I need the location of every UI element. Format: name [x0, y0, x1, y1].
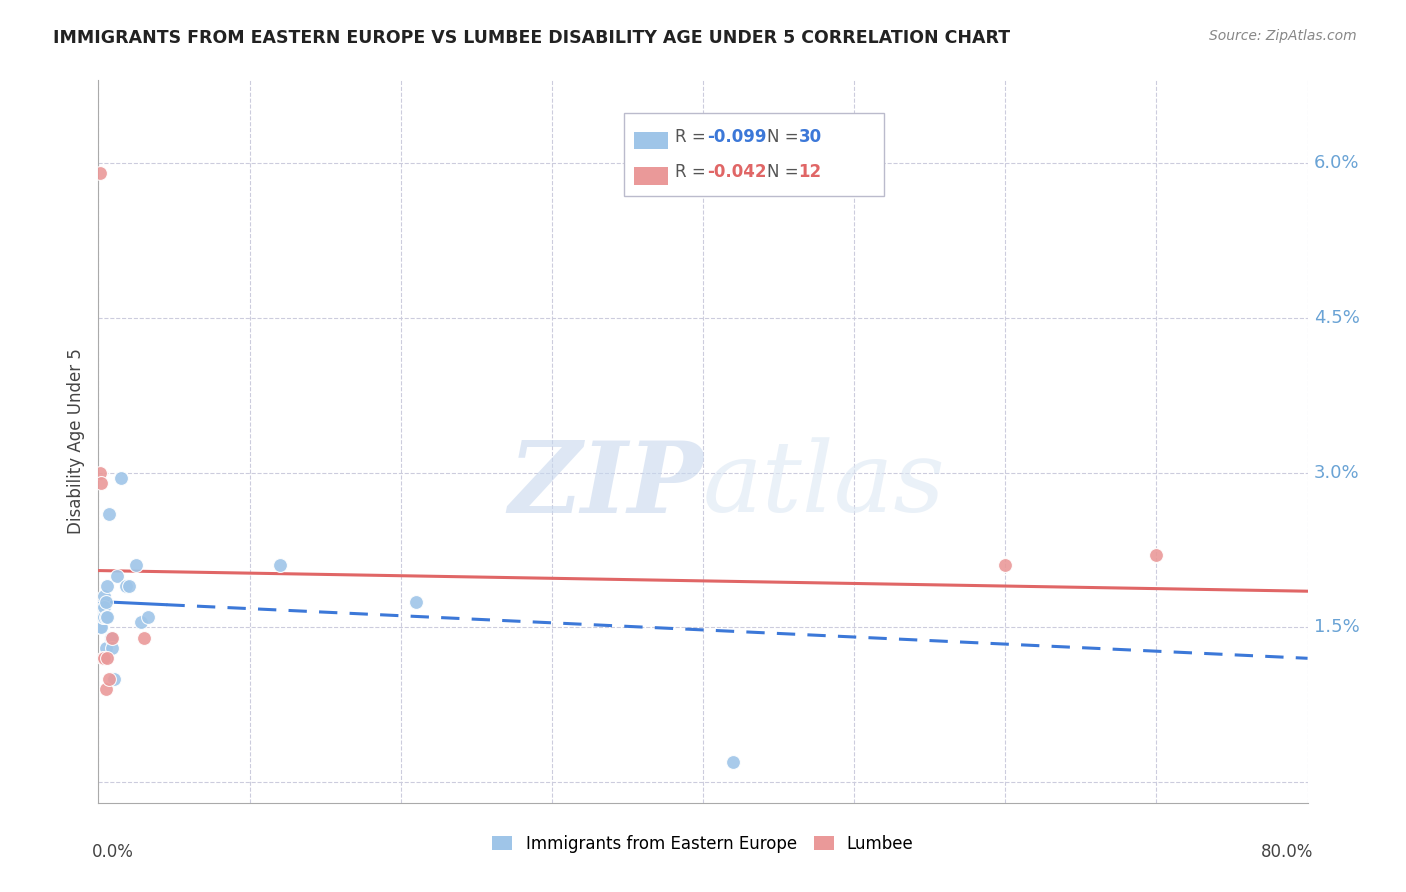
- Text: 80.0%: 80.0%: [1261, 843, 1313, 861]
- Point: [96, 610, 118, 624]
- Point: [90, 599, 112, 614]
- Text: ZIP: ZIP: [508, 437, 703, 533]
- Point: [132, 631, 155, 645]
- Y-axis label: Disability Age Under 5: Disability Age Under 5: [66, 349, 84, 534]
- Text: R =: R =: [675, 163, 711, 181]
- Point: [94, 594, 117, 608]
- Point: [93, 610, 115, 624]
- Text: R =: R =: [675, 128, 711, 145]
- Point: [94, 682, 117, 697]
- Point: [269, 558, 291, 573]
- Point: [90, 475, 112, 490]
- Point: [93, 599, 115, 614]
- Text: -0.099: -0.099: [707, 128, 766, 145]
- FancyBboxPatch shape: [634, 132, 668, 149]
- Text: atlas: atlas: [703, 437, 946, 533]
- Point: [100, 631, 122, 645]
- Point: [125, 558, 148, 573]
- Text: IMMIGRANTS FROM EASTERN EUROPE VS LUMBEE DISABILITY AGE UNDER 5 CORRELATION CHAR: IMMIGRANTS FROM EASTERN EUROPE VS LUMBEE…: [53, 29, 1011, 46]
- Text: 4.5%: 4.5%: [1313, 309, 1360, 326]
- Text: 30: 30: [799, 128, 821, 145]
- Point: [91, 607, 114, 622]
- Point: [118, 579, 141, 593]
- Point: [96, 579, 118, 593]
- Point: [994, 558, 1017, 573]
- Point: [129, 615, 152, 630]
- Point: [723, 755, 745, 769]
- Text: 1.5%: 1.5%: [1313, 618, 1360, 636]
- Point: [91, 651, 114, 665]
- Point: [89, 466, 111, 480]
- Point: [101, 640, 124, 655]
- Legend: Immigrants from Eastern Europe, Lumbee: Immigrants from Eastern Europe, Lumbee: [485, 828, 921, 860]
- Point: [91, 610, 114, 624]
- Point: [94, 640, 117, 655]
- Point: [98, 507, 121, 521]
- Point: [89, 610, 111, 624]
- Point: [94, 610, 117, 624]
- Text: N =: N =: [768, 163, 804, 181]
- Point: [98, 672, 121, 686]
- Text: -0.042: -0.042: [707, 163, 766, 181]
- Point: [90, 605, 112, 619]
- Text: 6.0%: 6.0%: [1313, 153, 1360, 172]
- Text: 12: 12: [799, 163, 821, 181]
- Point: [94, 651, 117, 665]
- Text: N =: N =: [768, 128, 804, 145]
- Point: [89, 620, 111, 634]
- Point: [405, 594, 427, 608]
- Point: [89, 166, 111, 180]
- Text: 3.0%: 3.0%: [1313, 464, 1360, 482]
- Text: Source: ZipAtlas.com: Source: ZipAtlas.com: [1209, 29, 1357, 43]
- Text: 0.0%: 0.0%: [93, 843, 134, 861]
- Point: [93, 590, 115, 604]
- FancyBboxPatch shape: [634, 167, 668, 185]
- Point: [90, 620, 112, 634]
- Point: [93, 651, 115, 665]
- Point: [103, 672, 125, 686]
- Point: [1144, 548, 1167, 562]
- FancyBboxPatch shape: [624, 112, 884, 196]
- Point: [96, 651, 118, 665]
- Point: [110, 471, 132, 485]
- Point: [101, 631, 124, 645]
- Point: [105, 568, 128, 582]
- Point: [114, 579, 136, 593]
- Point: [136, 610, 159, 624]
